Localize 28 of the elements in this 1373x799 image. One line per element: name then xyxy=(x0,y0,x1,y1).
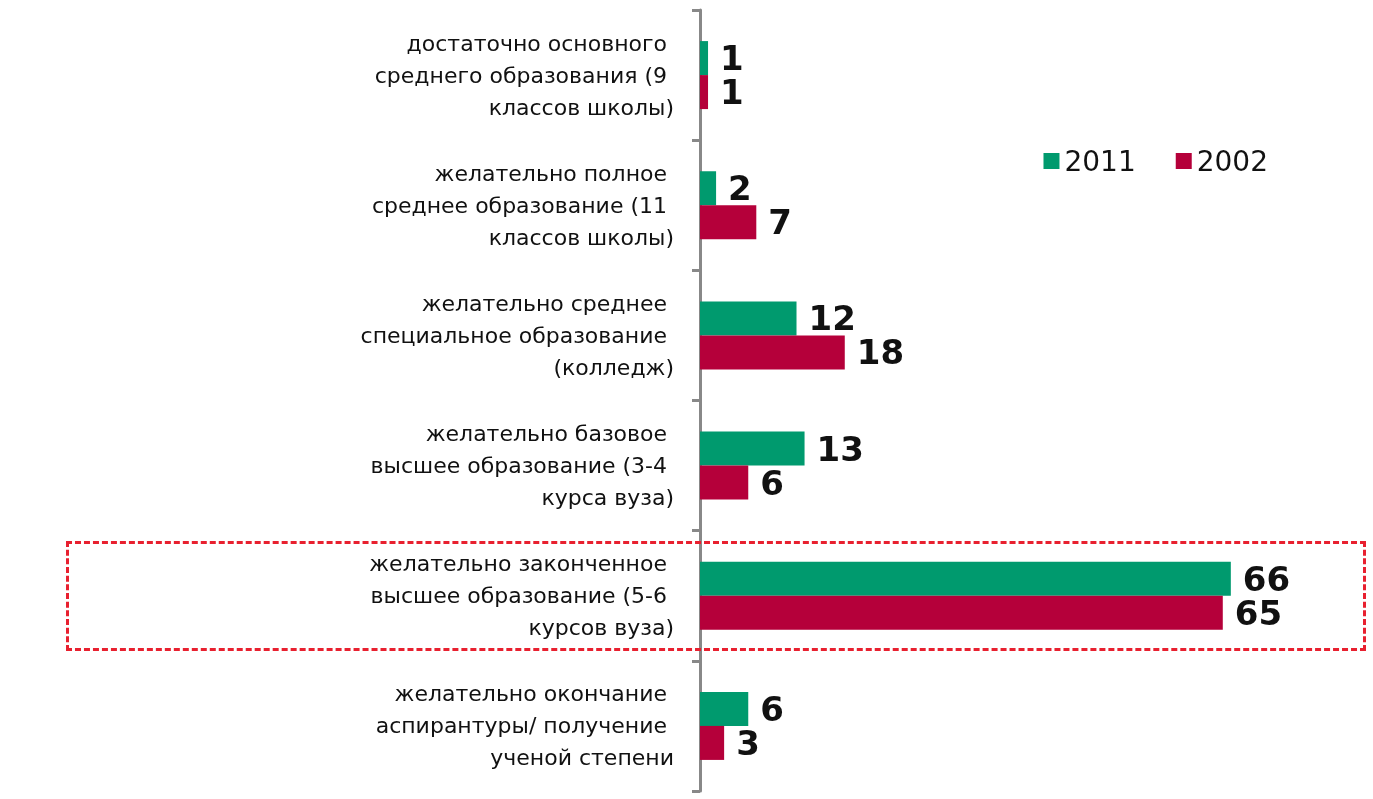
bar xyxy=(700,465,749,500)
data-label: 6 xyxy=(760,462,784,503)
bar xyxy=(700,301,797,336)
legend-label: 2002 xyxy=(1196,144,1269,178)
bar xyxy=(700,335,845,370)
bar xyxy=(700,561,1231,596)
bar xyxy=(700,75,709,110)
data-label: 2 xyxy=(728,168,752,209)
data-label: 13 xyxy=(816,428,864,469)
data-label: 7 xyxy=(768,202,792,243)
data-label: 18 xyxy=(856,332,905,373)
bar xyxy=(700,41,709,76)
bar xyxy=(700,595,1223,630)
y-tick-label: желательно среднее специальное образование (колледж) xyxy=(360,290,674,380)
bar xyxy=(700,205,757,240)
data-label: 12 xyxy=(808,298,856,339)
bar xyxy=(700,691,749,726)
y-tick-label: достаточно основного среднего образования (9 классов школы) xyxy=(374,30,674,120)
bar xyxy=(700,431,805,466)
data-label: 3 xyxy=(736,722,760,763)
legend-label: 2011 xyxy=(1064,144,1136,178)
bar xyxy=(700,725,725,760)
bar xyxy=(700,171,717,206)
y-tick-label: желательно полное среднее образование (11 классов школы) xyxy=(371,160,674,250)
y-tick-label: желательно окончание аспирантуры/ получение ученой степени xyxy=(375,681,674,771)
y-tick-label: желательно базовое высшее образование (3-4 курса вуза) xyxy=(370,421,674,511)
y-tick-label: желательно законченное высшее образование (5-6 курсов вуза) xyxy=(369,551,674,641)
data-label: 6 xyxy=(760,688,784,729)
